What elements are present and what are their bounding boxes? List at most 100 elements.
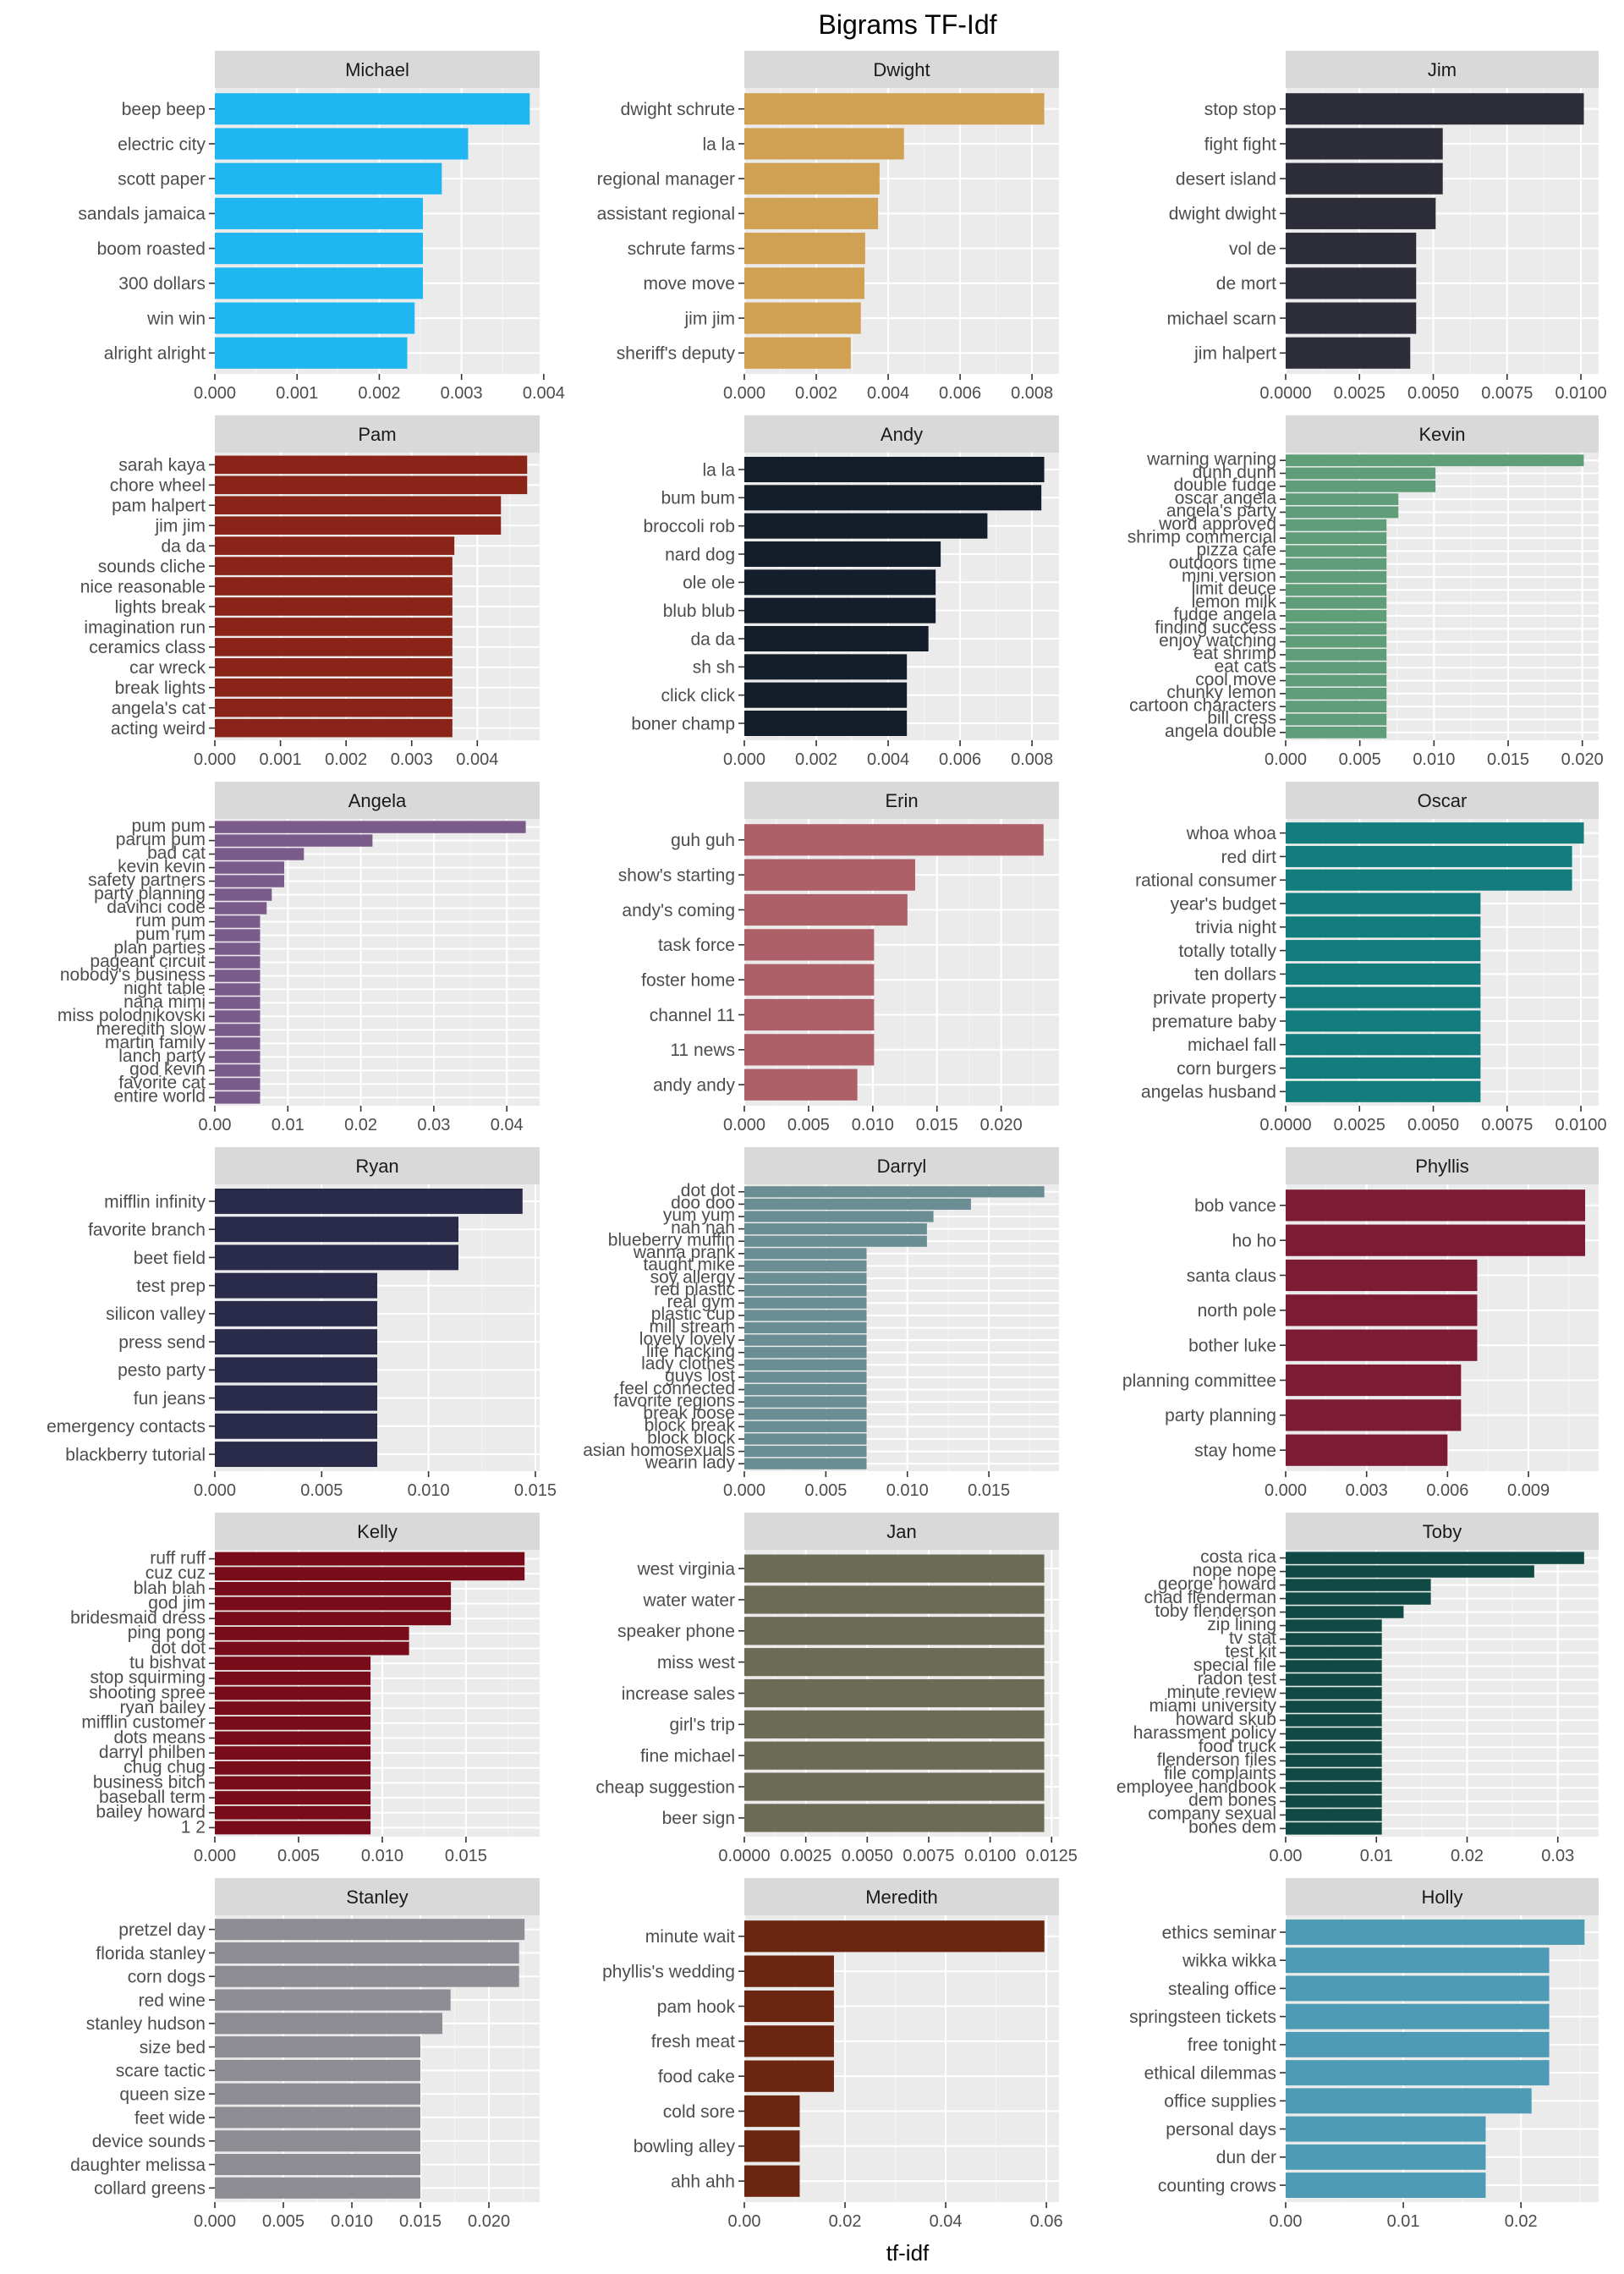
category-label: angela double [1165, 722, 1276, 741]
x-tick-label: 0.002 [325, 750, 367, 769]
x-tick-label: 0.005 [1339, 750, 1381, 769]
category-label: fine michael [640, 1747, 735, 1766]
facet-title: Darryl [877, 1156, 927, 1177]
category-label: george howard [1158, 1574, 1276, 1594]
category-label: eat shrimp [1193, 644, 1276, 663]
bar-tv-stat [1286, 1633, 1382, 1645]
category-label: ethics seminar [1162, 1923, 1276, 1942]
category-label: show's starting [618, 865, 735, 885]
category-label: phyllis's wedding [602, 1962, 735, 1981]
bar-miami-university [1286, 1700, 1382, 1713]
x-tick-label: 0.015 [445, 1847, 487, 1865]
bar-sarah-kaya [215, 455, 528, 475]
bar-plastic-cup [744, 1310, 867, 1321]
bar-angela-s-cat [215, 698, 453, 717]
facet-strip [744, 51, 1059, 88]
category-label: martin family [105, 1033, 206, 1052]
x-tick-label: 0.015 [399, 2212, 442, 2231]
bar-trivia-night [1286, 916, 1481, 938]
bar-life-hacking [744, 1347, 867, 1359]
category-label: toby flenderson [1155, 1601, 1276, 1621]
facet-strip [215, 1147, 540, 1184]
bar-broccoli-rob [744, 513, 988, 539]
x-tick-label: 0.00 [1270, 1847, 1303, 1865]
category-label: test prep [136, 1277, 206, 1296]
category-label: stanley hudson [86, 2014, 206, 2034]
category-label: party planning [1165, 1406, 1276, 1425]
category-label: sounds cliche [98, 557, 206, 576]
category-label: bridesmaid dress [70, 1608, 206, 1628]
bar-sounds-cliche [215, 557, 453, 575]
bar-1-2 [215, 1821, 371, 1835]
x-tick-label: 0.006 [939, 750, 981, 769]
x-tick-label: 0.009 [1507, 1481, 1550, 1500]
category-label: da da [690, 629, 735, 649]
x-tick-label: 0.005 [787, 1116, 830, 1134]
bar-north-pole [1286, 1294, 1478, 1326]
facet-panels: Michael beep beep electric city scott paper… [47, 51, 1607, 2231]
category-label: angela's cat [112, 699, 206, 718]
bar-imagination-run [215, 618, 453, 636]
bar-car-wreck [215, 658, 453, 677]
category-label: blueberry muffin [608, 1230, 735, 1250]
facet-title: Angela [348, 790, 407, 811]
category-label: zip lining [1207, 1615, 1276, 1634]
bar-11-news [744, 1034, 875, 1066]
category-label: trivia night [1195, 918, 1276, 937]
bar-michael-scarn [1286, 302, 1417, 334]
bar-queen-size [215, 2083, 421, 2105]
bar-blackberry-tutorial [215, 1442, 377, 1468]
x-tick-label: 0.000 [194, 1481, 236, 1500]
category-label: pizza cafe [1196, 541, 1276, 560]
bar-pam-halpert [215, 496, 502, 515]
facet-michael: Michael beep beep electric city scott paper… [78, 51, 565, 403]
x-tick-label: 0.01 [1360, 1847, 1393, 1865]
bar-guh-guh [744, 824, 1044, 856]
facet-strip [1286, 1513, 1599, 1550]
bar-size-bed [215, 2036, 421, 2058]
bar-rum-pum [215, 915, 261, 928]
category-label: stop stop [1204, 100, 1276, 119]
category-label: planning committee [1122, 1371, 1276, 1391]
category-label: boom roasted [97, 239, 206, 259]
bar-bad-cat [215, 848, 304, 860]
bar-pum-pum [215, 821, 526, 833]
panel-background [215, 453, 540, 740]
category-label: imagination run [84, 618, 206, 637]
category-label: nice reasonable [80, 577, 206, 596]
facet-title: Jan [886, 1521, 916, 1542]
category-label: business bitch [93, 1772, 206, 1792]
bar-acting-weird [215, 718, 453, 738]
category-label: wikka wikka [1182, 1952, 1276, 1971]
bar-task-force [744, 929, 875, 961]
category-label: mini version [1182, 566, 1276, 585]
x-tick-label: 0.002 [795, 750, 837, 769]
x-tick-label: 0.006 [1426, 1481, 1468, 1500]
bar-bridesmaid-dress [215, 1612, 452, 1626]
facet-title: Meredith [865, 1887, 938, 1908]
bar-finding-success [1286, 623, 1387, 635]
bar-girl-s-trip [744, 1710, 1045, 1738]
category-label: shooting spree [89, 1683, 206, 1702]
category-label: florida stanley [96, 1944, 206, 1964]
category-label: ruff ruff [150, 1548, 206, 1568]
bar-ten-dollars [1286, 963, 1481, 985]
facet-title: Michael [345, 59, 409, 80]
x-tick-label: 0.00 [1270, 2212, 1303, 2231]
bar-stanley-hudson [215, 2013, 442, 2035]
bar-bones-dem [1286, 1822, 1382, 1835]
facet-meredith: Meredith minute wait phyllis's wedding pam … [602, 1878, 1063, 2231]
bar-cold-sore [744, 2095, 800, 2128]
bar-ole-ole [744, 569, 936, 596]
x-tick-label: 0.001 [276, 384, 318, 403]
bar-food-cake [744, 2060, 834, 2092]
category-label: limit deuce [1192, 579, 1276, 599]
bar-fresh-meat [744, 2025, 834, 2057]
bar-bowling-alley [744, 2130, 800, 2162]
bar-scare-tactic [215, 2059, 421, 2081]
x-tick-label: 0.002 [358, 384, 400, 403]
category-label: task force [658, 936, 735, 955]
category-label: pretzel day [118, 1920, 206, 1940]
category-label: size bed [140, 2038, 206, 2057]
category-label: chad flenderman [1144, 1588, 1276, 1607]
